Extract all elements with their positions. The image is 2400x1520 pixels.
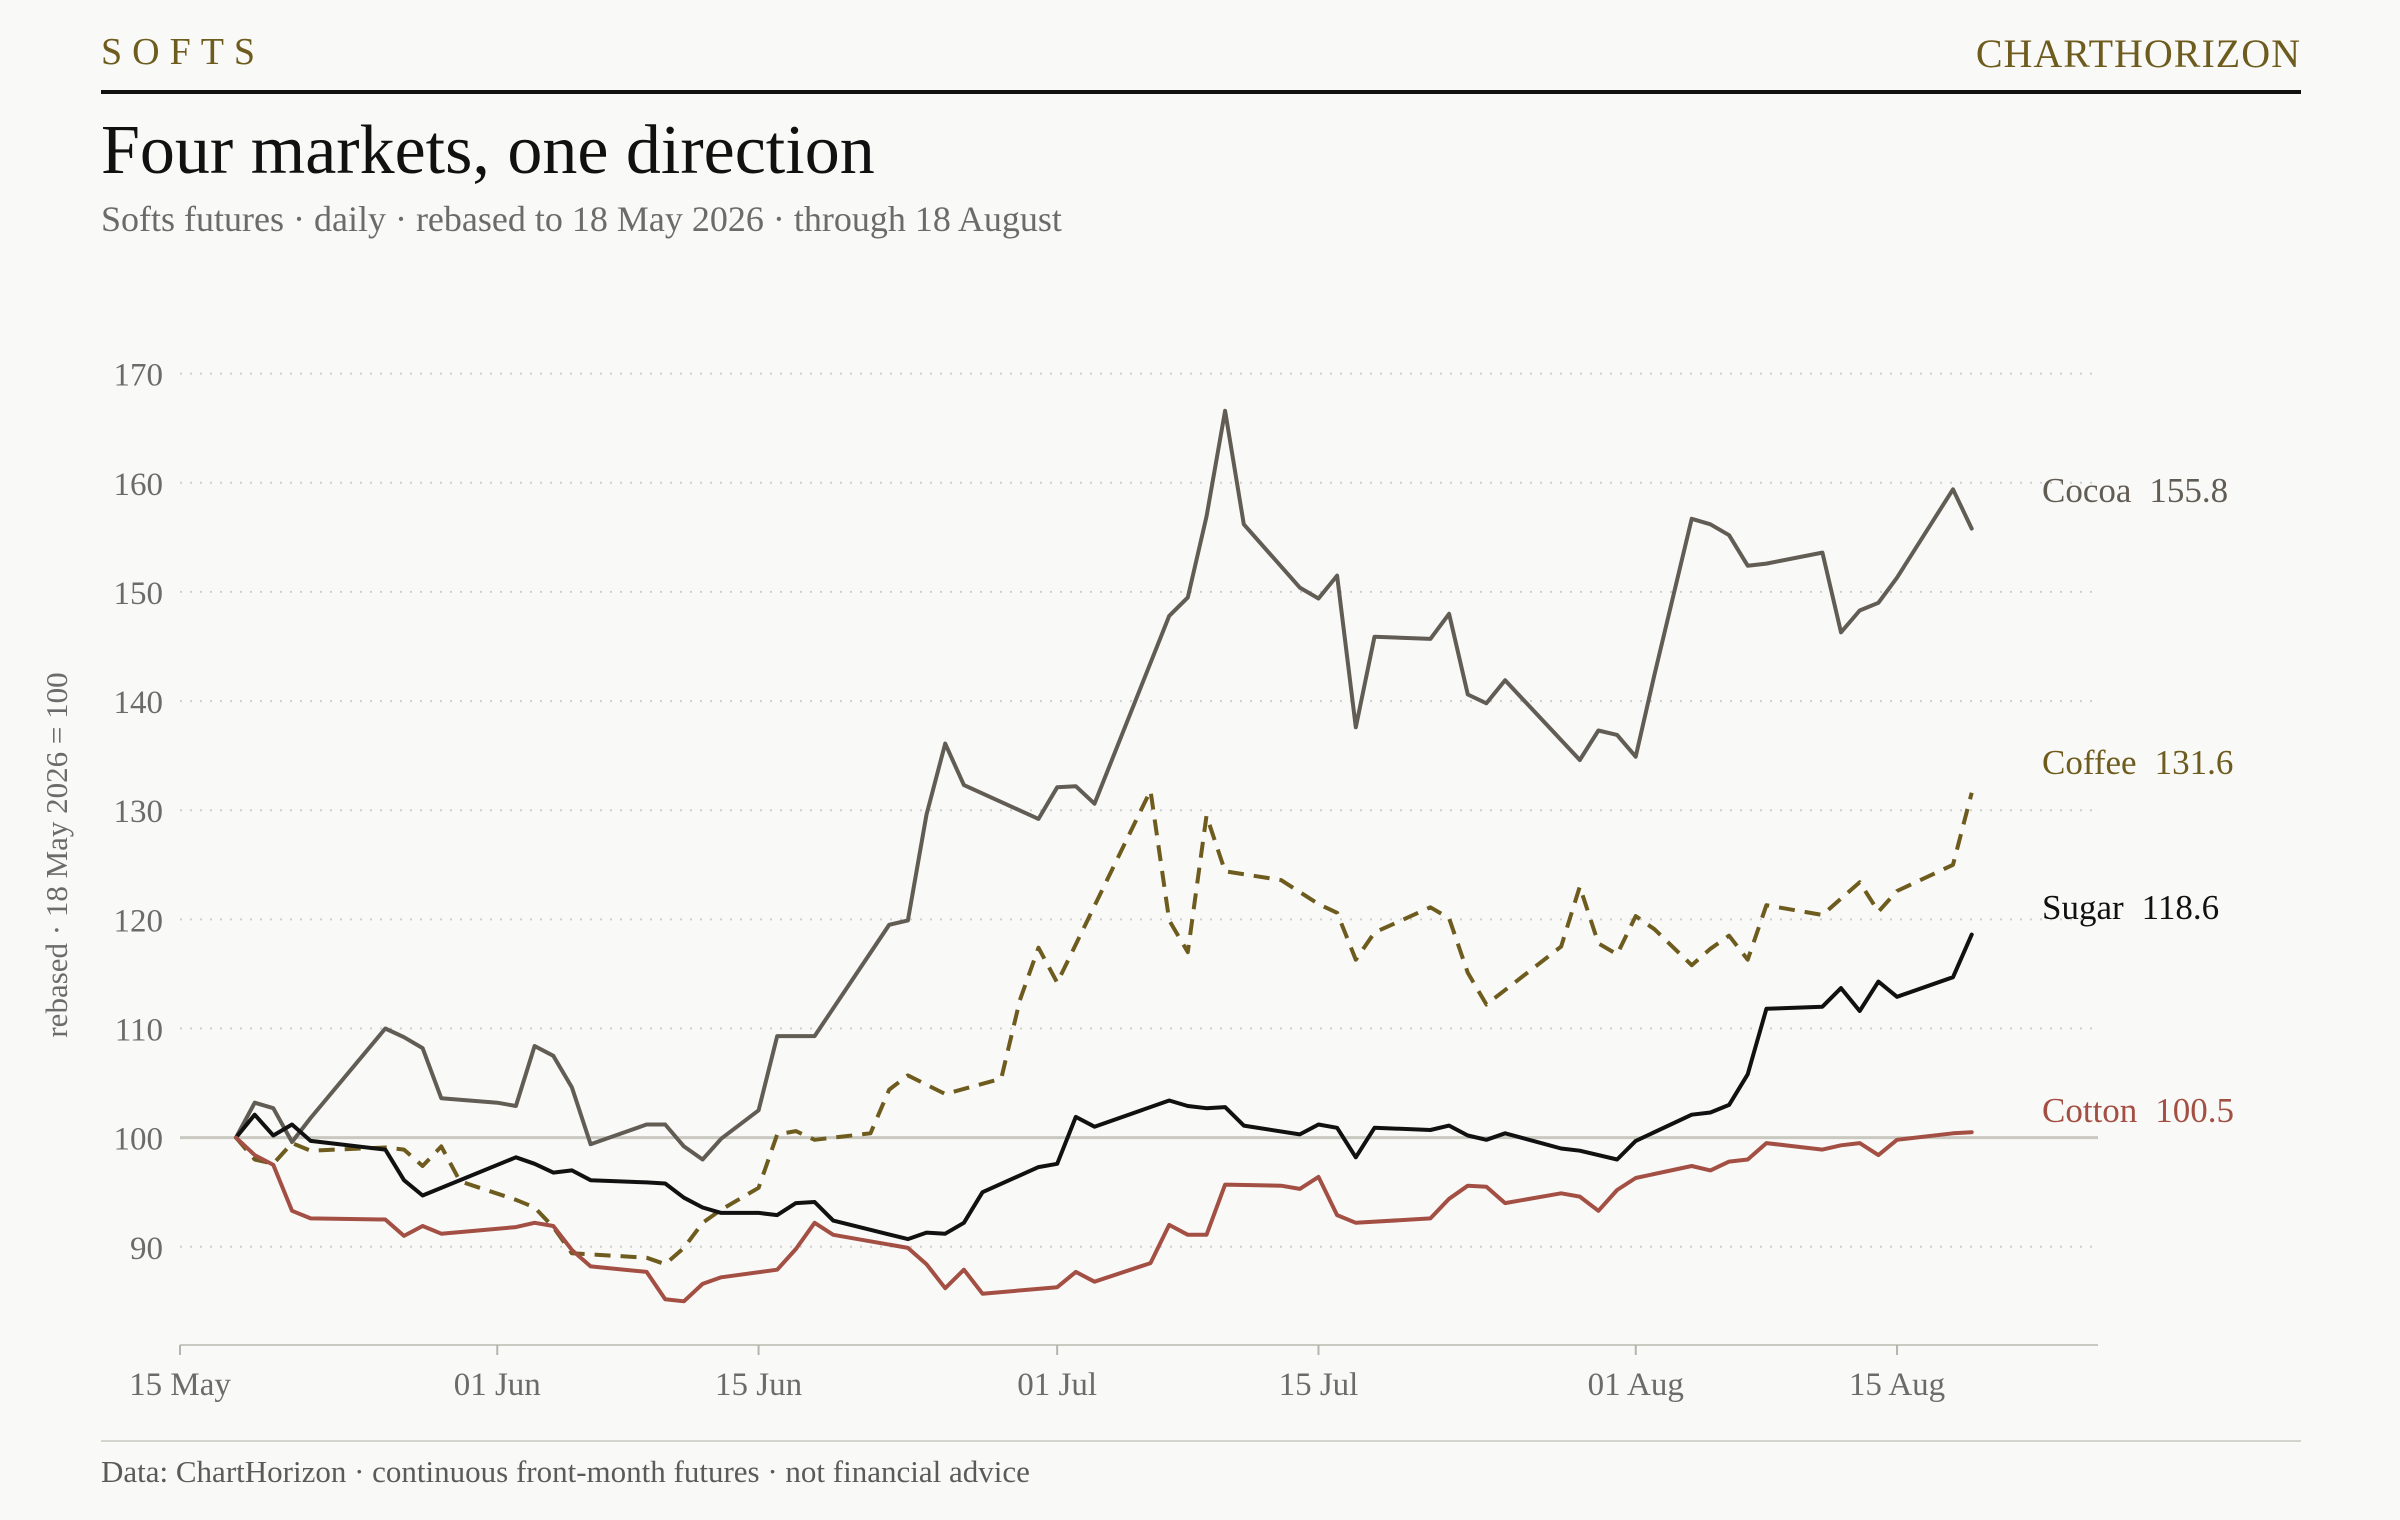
series-line-cocoa — [234, 408, 1974, 1162]
series-label-cotton: Cotton — [2042, 1091, 2137, 1130]
x-tick-label: 01 Aug — [1588, 1367, 1684, 1403]
x-tick-label: 15 Jun — [715, 1367, 802, 1403]
y-tick-label: 120 — [114, 903, 164, 939]
y-tick-label: 130 — [114, 794, 164, 830]
series-line-sugar — [234, 932, 1974, 1242]
y-tick-label: 90 — [130, 1231, 163, 1267]
y-tick-label: 160 — [114, 467, 164, 503]
y-tick-label: 170 — [114, 358, 164, 394]
gridlines — [180, 372, 2098, 1248]
section-kicker: SOFTS — [101, 31, 266, 73]
series-labels: Cocoa 155.8 Coffee 131.6 Sugar 118.6 Cotton 100… — [2042, 471, 2234, 1130]
series-label-coffee: Coffee — [2042, 743, 2137, 782]
y-tick-label: 140 — [114, 685, 164, 721]
series-label-cocoa: Cocoa — [2042, 471, 2132, 510]
series-lines — [234, 408, 1974, 1304]
y-tick-label: 100 — [114, 1122, 164, 1158]
y-axis-title: rebased · 18 May 2026 = 100 — [39, 672, 74, 1037]
series-label-sugar: Sugar — [2042, 888, 2124, 927]
series-line-coffee — [234, 788, 1974, 1267]
x-tick-label: 15 Jul — [1279, 1367, 1359, 1403]
axes: 90 100 110 120 130 140 150 160 170 15 May 01 Jun 15… — [39, 358, 2098, 1403]
x-tick-label: 15 Aug — [1849, 1367, 1945, 1403]
series-value-sugar: 118.6 — [2142, 888, 2219, 927]
series-value-coffee: 131.6 — [2155, 743, 2234, 782]
series-value-cotton: 100.5 — [2155, 1091, 2234, 1130]
chart-subtitle: Softs futures · daily · rebased to 18 Ma… — [101, 199, 1062, 239]
y-tick-label: 150 — [114, 576, 164, 612]
line-chart: 90 100 110 120 130 140 150 160 170 15 May 01 Jun 15… — [39, 358, 2234, 1403]
brand-logo[interactable]: CHARTHORIZON — [1975, 31, 2301, 76]
footer-rule — [101, 1440, 2301, 1442]
source-note: Data: ChartHorizon · continuous front-mo… — [101, 1454, 1030, 1489]
chart-title: Four markets, one direction — [101, 112, 875, 189]
x-tick-label: 15 May — [129, 1367, 231, 1403]
header-rule — [101, 90, 2301, 94]
series-value-cocoa: 155.8 — [2149, 471, 2228, 510]
series-line-cotton — [234, 1130, 1974, 1304]
x-tick-label: 01 Jun — [454, 1367, 541, 1403]
y-tick-label: 110 — [115, 1012, 163, 1048]
x-tick-label: 01 Jul — [1017, 1367, 1097, 1403]
